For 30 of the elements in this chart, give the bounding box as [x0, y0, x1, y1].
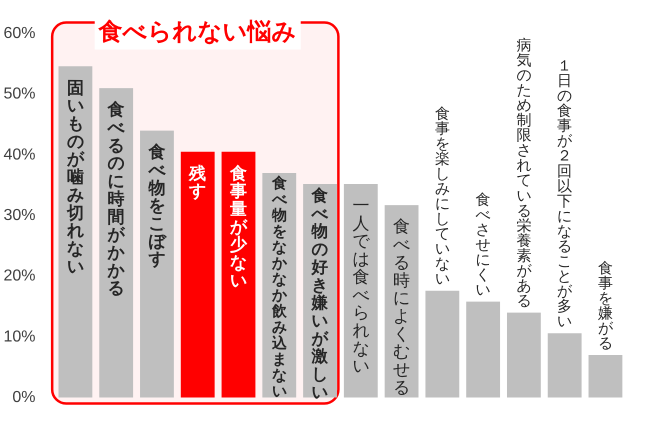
y-tick-label: 10% — [3, 328, 36, 346]
category-label: 食べる時によくむせる — [393, 217, 410, 397]
category-label: 一人では食べられない — [352, 196, 370, 376]
x-tick-label: 食べ物をこぼす — [147, 142, 168, 269]
category-label: 食べ物の好き嫌いが激しい — [312, 186, 329, 402]
y-tick-label: 50% — [3, 86, 36, 103]
bar — [140, 130, 174, 398]
category-label: 食べ物をなかなか飲み込まない — [272, 175, 287, 400]
category-label: １日の食事が２回以下になることが多い — [557, 58, 572, 330]
x-tick-label: 食べさせにくい — [476, 191, 491, 299]
y-tick-label: 60% — [3, 25, 36, 42]
bar — [344, 184, 378, 398]
category-label: 固いものが噛み切れない — [66, 78, 84, 276]
x-tick-label: 食事を嫌がる — [598, 260, 614, 352]
category-label: 食べるのに時間がかかる — [108, 100, 125, 298]
y-tick-label: 30% — [3, 207, 36, 224]
band-label: 食べられない悩み — [98, 18, 297, 46]
bar — [506, 312, 541, 398]
y-tick-label: 20% — [3, 268, 36, 285]
category-label: 病気のため制限されている栄養素がある — [516, 38, 532, 310]
bar — [180, 152, 215, 398]
y-tick-label: 0% — [12, 389, 36, 406]
bar — [425, 290, 460, 398]
x-tick-label: 残す — [188, 164, 206, 201]
x-tick-label: 食事量が少ない — [228, 164, 248, 290]
bar — [548, 333, 582, 398]
y-tick-label: 40% — [3, 146, 36, 164]
bar — [588, 355, 622, 398]
category-label: 食事を楽しみにしていない — [434, 106, 450, 288]
bar — [466, 302, 500, 398]
